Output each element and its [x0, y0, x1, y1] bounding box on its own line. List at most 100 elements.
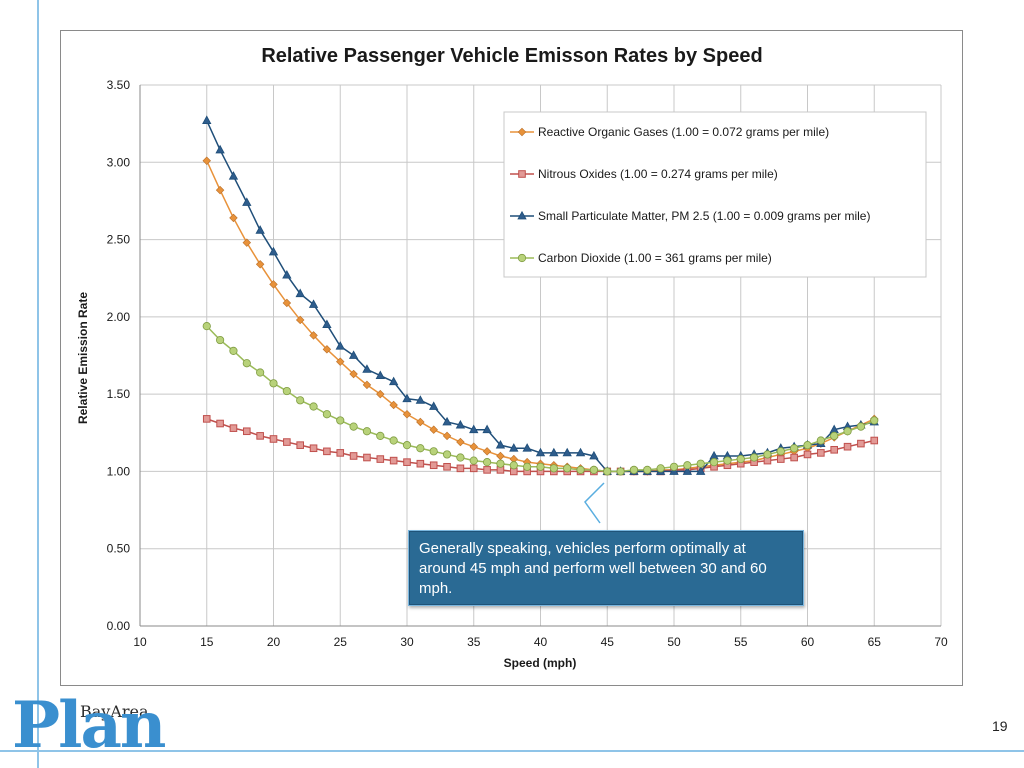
legend-marker — [517, 210, 527, 220]
data-point — [216, 419, 224, 428]
data-point — [576, 465, 585, 474]
bottom-accent-line — [0, 750, 1024, 752]
data-point — [348, 350, 359, 359]
data-point — [749, 453, 759, 462]
series — [202, 115, 879, 476]
left-accent-line — [37, 0, 39, 768]
x-tick-label: 10 — [133, 635, 147, 649]
data-point — [870, 416, 879, 425]
data-point — [656, 464, 665, 473]
page-number: 19 — [992, 718, 1008, 734]
data-point — [322, 345, 332, 354]
data-point — [415, 395, 426, 404]
data-point — [255, 260, 265, 269]
data-point — [669, 462, 679, 471]
data-point — [375, 370, 385, 379]
data-point — [308, 299, 319, 308]
data-point — [683, 461, 692, 470]
x-axis-label: Speed (mph) — [504, 656, 577, 670]
series-circle — [202, 322, 879, 476]
data-point — [349, 452, 358, 460]
data-point — [803, 450, 812, 459]
data-point — [322, 410, 331, 419]
x-tick-label: 35 — [467, 635, 481, 649]
data-point — [242, 238, 252, 247]
data-point — [403, 458, 411, 466]
data-point — [482, 424, 492, 434]
data-point — [389, 436, 398, 445]
x-tick-label: 50 — [667, 635, 681, 649]
data-point — [790, 444, 799, 453]
x-tick-label: 30 — [400, 635, 414, 649]
data-point — [295, 288, 305, 298]
data-point — [322, 319, 332, 328]
data-point — [229, 213, 238, 223]
data-point — [336, 357, 345, 366]
legend-label: Reactive Organic Gases (1.00 = 0.072 gra… — [538, 125, 829, 139]
data-point — [469, 456, 478, 465]
data-point — [202, 115, 212, 124]
data-point — [256, 368, 265, 377]
data-point — [803, 441, 812, 450]
data-point — [696, 466, 706, 475]
data-point — [616, 467, 625, 476]
data-point — [776, 447, 785, 456]
data-point — [335, 341, 345, 350]
legend: Reactive Organic Gases (1.00 = 0.072 gra… — [503, 111, 927, 278]
legend-marker — [518, 170, 526, 178]
x-tick-label: 45 — [601, 635, 615, 649]
data-point — [603, 467, 612, 476]
data-point — [229, 346, 238, 355]
data-point — [416, 444, 425, 453]
legend-marker — [517, 127, 527, 137]
data-point — [228, 171, 239, 180]
data-point — [455, 419, 466, 429]
data-point — [830, 431, 839, 440]
data-point — [336, 449, 345, 457]
x-tick-label: 60 — [801, 635, 815, 649]
y-tick-label: 1.50 — [107, 387, 131, 401]
data-point — [215, 144, 225, 154]
data-point — [243, 427, 251, 436]
data-point — [496, 451, 505, 461]
legend-label: Carbon Dioxide (1.00 = 361 grams per mil… — [538, 251, 772, 265]
data-point — [349, 369, 358, 379]
x-tick-label: 25 — [334, 635, 348, 649]
data-point — [469, 464, 478, 473]
data-point — [202, 415, 211, 423]
data-point — [389, 456, 398, 465]
data-point — [362, 364, 372, 373]
y-tick-label: 1.00 — [107, 464, 131, 478]
data-point — [242, 197, 252, 206]
data-point — [402, 441, 412, 450]
data-point — [495, 440, 506, 449]
data-point — [777, 455, 785, 463]
data-point — [456, 453, 465, 462]
legend-box — [503, 111, 927, 278]
data-point — [535, 447, 546, 457]
data-point — [589, 465, 599, 474]
data-point — [562, 447, 572, 457]
data-point — [723, 456, 732, 465]
data-point — [523, 462, 532, 471]
data-point — [790, 453, 798, 462]
data-point — [429, 461, 438, 470]
legend-label: Small Particulate Matter, PM 2.5 (1.00 =… — [538, 209, 870, 223]
data-point — [536, 462, 545, 471]
x-tick-label: 65 — [868, 635, 882, 649]
data-point — [522, 443, 532, 452]
axes: 0.00 0.50 1.00 1.50 2.00 2.50 3.00 3.50 10 15 20 25… — [107, 78, 948, 649]
data-point — [817, 449, 825, 457]
data-point — [268, 246, 279, 256]
x-tick-label: 70 — [934, 635, 948, 649]
data-point — [482, 447, 492, 456]
x-tick-label: 40 — [534, 635, 548, 649]
data-point — [483, 466, 491, 474]
data-point — [363, 453, 371, 462]
y-tick-label: 3.50 — [107, 78, 131, 92]
data-point — [763, 450, 772, 459]
data-point — [269, 280, 278, 289]
data-point — [442, 450, 452, 459]
data-point — [309, 331, 318, 340]
